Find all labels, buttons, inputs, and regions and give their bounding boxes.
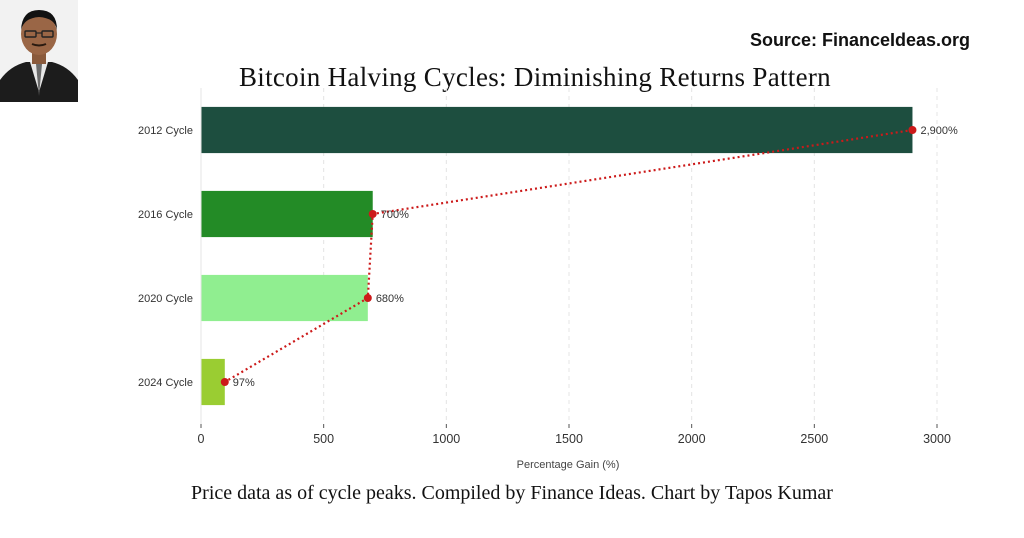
x-tick-label: 1000 [432, 432, 460, 446]
data-label: 97% [233, 377, 255, 389]
category-label: 2012 Cycle [138, 125, 193, 137]
data-point [908, 126, 917, 134]
x-tick-label: 1500 [555, 432, 583, 446]
x-axis-label: Percentage Gain (%) [517, 459, 620, 471]
data-label: 2,900% [920, 125, 958, 137]
data-label: 680% [376, 293, 404, 305]
bar [201, 274, 368, 322]
category-label: 2016 Cycle [138, 209, 193, 221]
x-tick-label: 2000 [678, 432, 706, 446]
category-label: 2020 Cycle [138, 293, 193, 305]
chart-title: Bitcoin Halving Cycles: Diminishing Retu… [238, 62, 831, 92]
source-label: Source: FinanceIdeas.org [749, 30, 970, 50]
data-point [220, 378, 229, 386]
x-tick-label: 3000 [923, 432, 951, 446]
x-tick-label: 0 [198, 432, 205, 446]
data-label: 700% [381, 209, 409, 221]
author-photo [0, 0, 78, 102]
bar [201, 358, 225, 406]
x-tick-label: 2500 [800, 432, 828, 446]
data-point [363, 294, 372, 302]
bar [201, 106, 913, 154]
chart-caption: Price data as of cycle peaks. Compiled b… [191, 482, 833, 504]
category-label: 2024 Cycle [138, 377, 193, 389]
bar [201, 190, 373, 238]
x-tick-label: 500 [313, 432, 334, 446]
data-point [368, 210, 377, 218]
